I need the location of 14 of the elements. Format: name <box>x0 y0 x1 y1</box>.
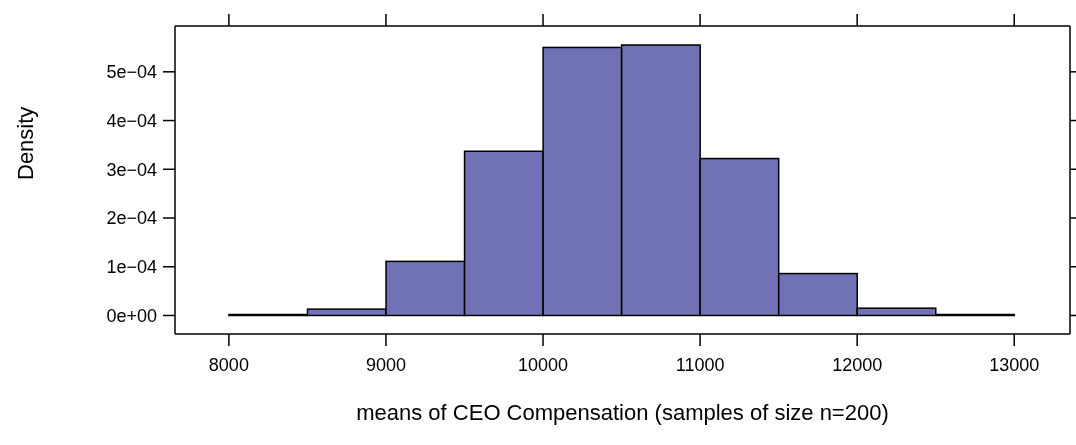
y-axis-title: Density <box>12 106 38 180</box>
x-tick-label: 10000 <box>517 354 569 375</box>
x-tick-label: 13000 <box>989 354 1040 375</box>
y-tick-label: 4e−04 <box>106 110 157 131</box>
x-tick-label: 11000 <box>675 354 725 375</box>
y-tick-label: 3e−04 <box>106 159 157 180</box>
y-tick-label: 1e−04 <box>106 257 157 278</box>
x-tick-label: 12000 <box>832 354 883 375</box>
x-tick-label: 8000 <box>208 354 249 375</box>
y-tick-label: 5e−04 <box>106 62 157 83</box>
y-tick-label: 2e−04 <box>106 208 157 229</box>
x-axis-title: means of CEO Compensation (samples of size n=200) <box>356 400 889 425</box>
x-tick-label: 9000 <box>365 354 406 375</box>
y-tick-label: 0e+00 <box>106 305 157 326</box>
